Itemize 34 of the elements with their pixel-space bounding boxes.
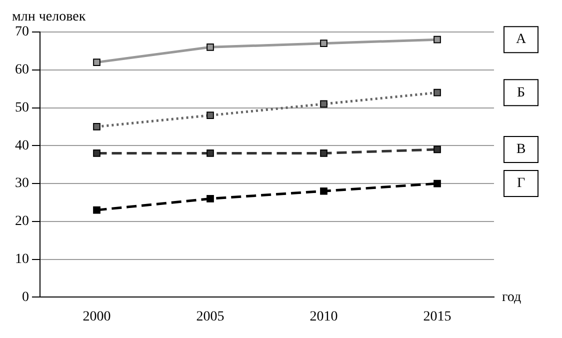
y-tick-label: 50 <box>15 100 29 116</box>
text: Б <box>516 85 526 100</box>
y-tick-label: 30 <box>15 176 29 192</box>
point <box>320 187 328 195</box>
x-axis-title: год <box>502 290 522 305</box>
y-tick-label: 20 <box>15 214 29 230</box>
point <box>434 180 441 188</box>
point <box>93 58 100 66</box>
point <box>434 146 441 154</box>
point <box>93 123 100 130</box>
x-tick-label: 2000 <box>82 309 111 324</box>
point <box>206 112 214 120</box>
point <box>206 150 214 157</box>
x-tick-label: 2015 <box>423 309 452 324</box>
point <box>320 150 328 157</box>
y-tick-label: 60 <box>15 62 29 78</box>
point <box>206 195 214 202</box>
point <box>93 206 100 214</box>
point <box>434 88 441 96</box>
y-tick-label: 0 <box>22 290 29 305</box>
text: А <box>516 32 527 48</box>
point <box>206 43 214 51</box>
point <box>320 100 328 108</box>
x-tick-label: 2005 <box>196 309 224 324</box>
point <box>320 40 328 48</box>
point <box>93 150 100 157</box>
text: В <box>516 142 526 158</box>
legend-label: Г <box>516 176 526 192</box>
y-tick-label: 40 <box>15 138 29 154</box>
point <box>434 36 441 44</box>
y-tick-label: 10 <box>15 252 29 267</box>
y-axis-title: млн человек <box>12 10 86 25</box>
x-tick-label: 2010 <box>310 309 338 324</box>
y-tick-label: 70 <box>15 24 29 40</box>
